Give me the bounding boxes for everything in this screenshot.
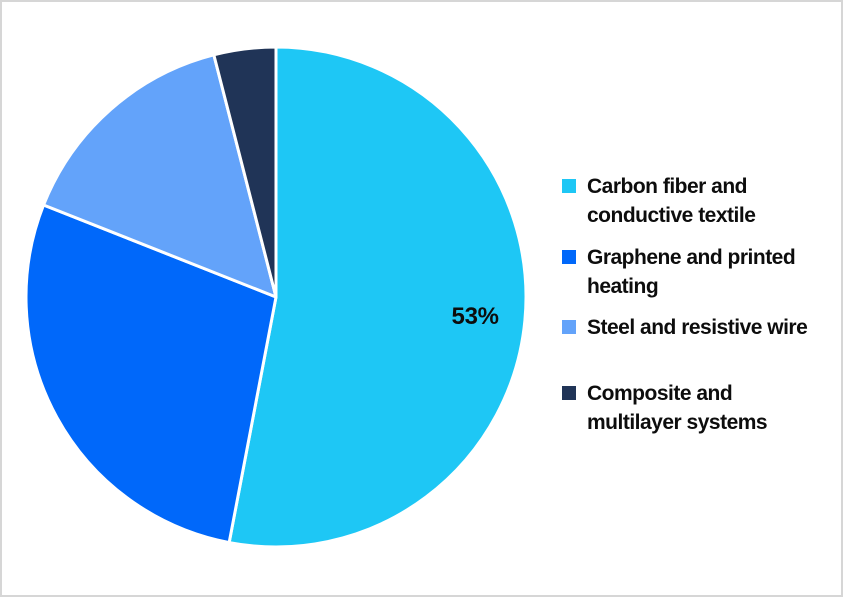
legend-label: Graphene and printed heating [587, 246, 796, 298]
legend-item-graphene[interactable]: Graphene and printed heating [562, 243, 796, 301]
pie-slice-carbon-fiber-and-conductive-textile[interactable] [227, 45, 528, 549]
legend-item-carbon-fiber[interactable]: Carbon fiber and conductive textile [562, 172, 756, 230]
legend-label: Steel and resistive wire [587, 316, 808, 339]
legend-swatch-steel [562, 320, 576, 334]
legend-swatch-composite [562, 386, 576, 400]
legend: Carbon fiber and conductive textile Grap… [562, 2, 842, 597]
legend-label: Composite and multilayer systems [587, 382, 768, 434]
legend-swatch-graphene [562, 250, 576, 264]
pie-slice-steel-and-resistive-wire[interactable] [42, 53, 278, 299]
legend-label: Carbon fiber and conductive textile [587, 175, 756, 227]
legend-item-steel[interactable]: Steel and resistive wire [562, 313, 808, 342]
legend-item-composite[interactable]: Composite and multilayer systems [562, 379, 768, 437]
pie-slice-composite-and-multilayer-systems[interactable] [212, 45, 278, 299]
slice-value-label: 53% [452, 303, 499, 330]
pie-slice-graphene-and-printed-heating[interactable] [24, 203, 278, 545]
legend-swatch-carbon-fiber [562, 179, 576, 193]
